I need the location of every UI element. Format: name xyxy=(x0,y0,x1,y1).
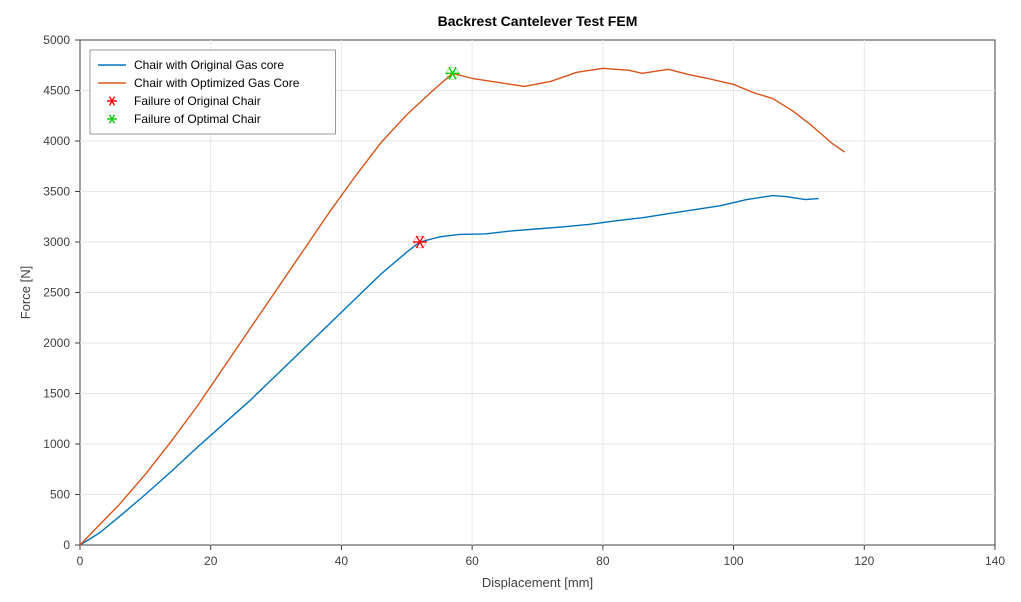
y-tick-label: 5000 xyxy=(43,33,70,47)
legend-item-label: Failure of Original Chair xyxy=(134,94,261,108)
x-tick-label: 0 xyxy=(77,554,84,568)
x-tick-label: 60 xyxy=(465,554,479,568)
legend-item-label: Chair with Optimized Gas Core xyxy=(134,76,300,90)
legend-item-label: Failure of Optimal Chair xyxy=(134,112,261,126)
force-displacement-chart: 0 20 40 60 80 100 120 140 0 500 1000 1500 2000 2500 3… xyxy=(0,0,1021,602)
y-tick-label: 1500 xyxy=(43,387,70,401)
y-tick-label: 2500 xyxy=(43,286,70,300)
legend: Chair with Original Gas core Chair with O… xyxy=(90,50,335,134)
x-tick-label: 20 xyxy=(204,554,218,568)
y-axis-label: Force [N] xyxy=(18,266,33,319)
y-tick-label: 2000 xyxy=(43,336,70,350)
x-tick-label: 140 xyxy=(985,554,1005,568)
chart-title: Backrest Cantelever Test FEM xyxy=(438,13,638,29)
y-tick-label: 3500 xyxy=(43,185,70,199)
y-tick-label: 0 xyxy=(63,538,70,552)
y-tick-label: 4500 xyxy=(43,84,70,98)
legend-item-label: Chair with Original Gas core xyxy=(134,58,284,72)
y-tick-label: 4000 xyxy=(43,134,70,148)
x-tick-label: 40 xyxy=(335,554,349,568)
x-tick-label: 100 xyxy=(724,554,744,568)
x-tick-label: 80 xyxy=(596,554,610,568)
y-tick-label: 1000 xyxy=(43,437,70,451)
y-tick-label: 3000 xyxy=(43,235,70,249)
x-tick-label: 120 xyxy=(854,554,874,568)
y-tick-label: 500 xyxy=(50,488,70,502)
x-axis-label: Displacement [mm] xyxy=(482,575,593,590)
